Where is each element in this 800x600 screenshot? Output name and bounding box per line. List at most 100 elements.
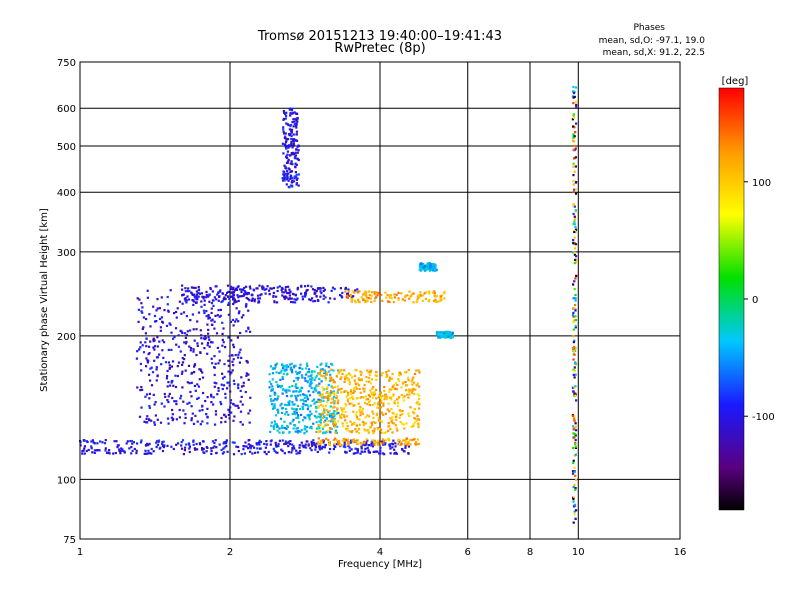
- data-point: [138, 298, 141, 301]
- data-point: [436, 333, 439, 336]
- data-point: [148, 418, 151, 421]
- data-point: [367, 431, 370, 434]
- data-point: [318, 287, 321, 290]
- data-point: [291, 400, 294, 404]
- data-point: [285, 395, 289, 398]
- data-point: [423, 269, 427, 272]
- data-point: [286, 372, 289, 375]
- data-point: [324, 377, 327, 380]
- data-point: [295, 148, 298, 151]
- data-point: [317, 398, 320, 401]
- data-point: [319, 368, 322, 371]
- data-point: [417, 426, 420, 429]
- data-point: [99, 440, 102, 443]
- data-point: [125, 442, 128, 445]
- data-point: [324, 419, 327, 422]
- data-point: [139, 346, 142, 349]
- data-point: [146, 361, 149, 364]
- data-point: [259, 447, 262, 450]
- data-point: [230, 286, 233, 289]
- data-point: [413, 408, 416, 411]
- data-point: [104, 439, 107, 442]
- data-point: [412, 411, 415, 414]
- data-point: [329, 393, 332, 396]
- data-point: [317, 437, 320, 440]
- data-point: [322, 389, 325, 392]
- data-point: [198, 292, 201, 295]
- data-point: [236, 404, 239, 407]
- data-point: [388, 300, 391, 303]
- data-point: [200, 369, 203, 372]
- data-point: [92, 441, 95, 444]
- data-point: [399, 410, 402, 413]
- data-point: [573, 215, 576, 218]
- data-point: [186, 290, 190, 293]
- data-point: [225, 445, 228, 448]
- data-point: [206, 396, 209, 399]
- data-point: [180, 312, 183, 315]
- data-point: [399, 373, 402, 376]
- data-point: [191, 313, 194, 316]
- data-point: [337, 372, 340, 375]
- data-point: [217, 389, 220, 392]
- data-point: [382, 402, 385, 405]
- data-point: [418, 371, 421, 374]
- data-point: [184, 342, 188, 345]
- data-point: [451, 333, 454, 336]
- data-point: [275, 399, 278, 402]
- data-point: [272, 447, 275, 450]
- data-point: [354, 289, 357, 292]
- data-point: [83, 447, 86, 450]
- data-point: [190, 417, 193, 420]
- data-point: [360, 447, 363, 450]
- data-point: [333, 442, 336, 445]
- data-point: [574, 217, 577, 220]
- data-point: [335, 412, 338, 415]
- data-point: [355, 411, 358, 414]
- data-point: [170, 365, 173, 368]
- data-point: [239, 389, 242, 392]
- data-point: [311, 444, 314, 447]
- data-point: [297, 184, 300, 187]
- data-point: [136, 297, 139, 300]
- data-point: [289, 114, 292, 117]
- data-point: [83, 452, 86, 455]
- data-point: [369, 425, 372, 429]
- data-point: [286, 404, 289, 407]
- data-point: [310, 387, 313, 390]
- data-point: [284, 440, 287, 443]
- data-point: [289, 162, 292, 165]
- data-point: [354, 427, 357, 431]
- data-point: [350, 300, 353, 303]
- data-point: [79, 441, 82, 444]
- data-point: [292, 143, 296, 146]
- data-point: [281, 392, 284, 395]
- data-point: [237, 320, 240, 323]
- data-point: [173, 335, 176, 339]
- data-point: [297, 451, 300, 454]
- data-point: [211, 290, 214, 293]
- data-point: [447, 332, 450, 335]
- data-point: [359, 452, 362, 455]
- data-point: [232, 324, 235, 327]
- data-point: [330, 385, 333, 388]
- data-point: [338, 370, 341, 374]
- data-point: [573, 288, 576, 291]
- data-point: [188, 445, 191, 448]
- data-point: [390, 408, 393, 411]
- data-point: [343, 416, 346, 419]
- data-point: [350, 389, 353, 392]
- data-point: [333, 381, 336, 384]
- data-point: [388, 294, 391, 297]
- data-point: [273, 449, 276, 452]
- data-point: [180, 441, 183, 444]
- data-point: [573, 135, 576, 138]
- data-point: [385, 431, 388, 434]
- data-point: [272, 425, 275, 428]
- data-point: [400, 393, 403, 396]
- data-point: [279, 371, 282, 374]
- data-point: [175, 400, 178, 403]
- data-point: [330, 368, 333, 371]
- data-point: [362, 443, 365, 446]
- data-point: [307, 390, 310, 393]
